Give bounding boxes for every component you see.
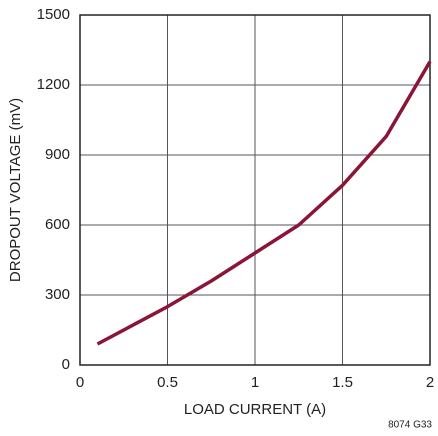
x-tick-label: 2: [426, 374, 434, 391]
data-line: [96, 60, 432, 346]
x-axis-label: LOAD CURRENT (A): [184, 401, 326, 418]
x-tick-label: 0: [76, 374, 84, 391]
plot-frame: [79, 14, 431, 366]
annotation: 8074 G33: [388, 420, 432, 431]
y-tick-label: 300: [45, 286, 70, 303]
y-tick-label: 600: [45, 216, 70, 233]
y-axis-label: DROPOUT VOLTAGE (mV): [7, 98, 24, 282]
y-tick-label: 0: [62, 356, 70, 373]
y-tick-label: 1200: [37, 76, 70, 93]
x-tick-label: 1: [251, 374, 259, 391]
y-tick-label: 900: [45, 146, 70, 163]
x-tick-label: 1.5: [332, 374, 353, 391]
x-tick-label: 0.5: [157, 374, 178, 391]
y-tick-label: 1500: [37, 6, 70, 23]
